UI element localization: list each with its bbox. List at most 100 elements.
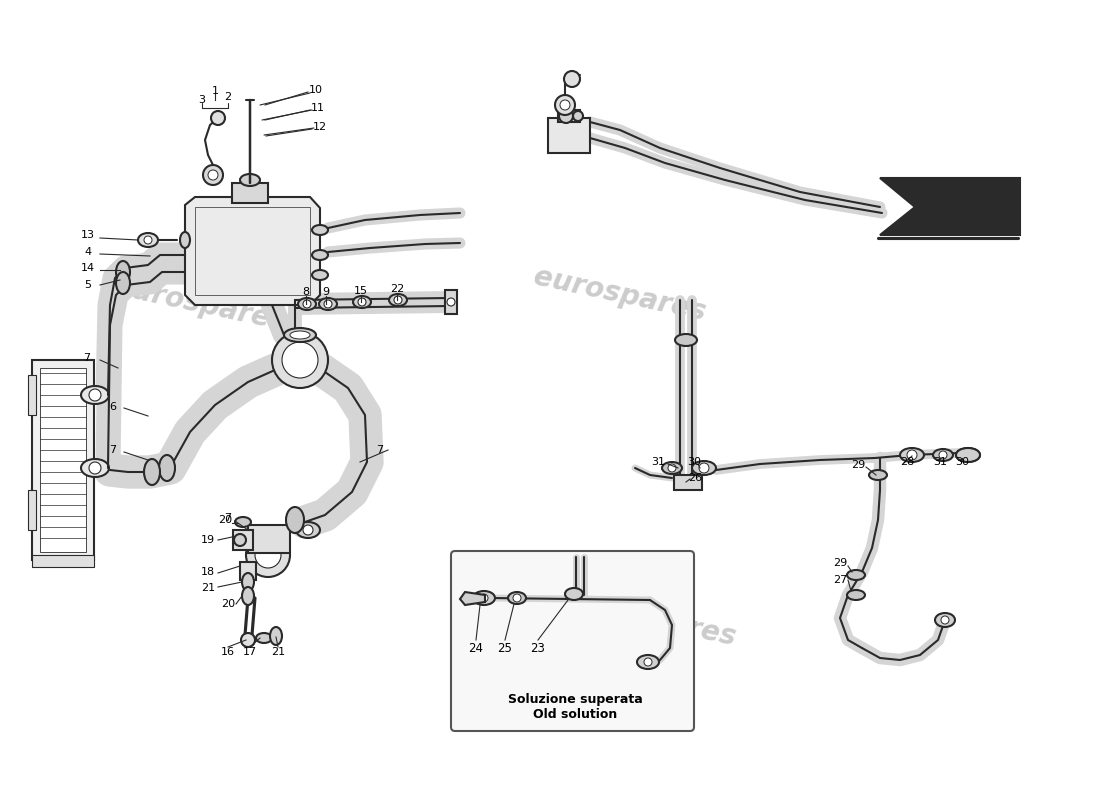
Circle shape	[940, 616, 949, 624]
Text: 9: 9	[322, 287, 330, 297]
Bar	[233, 530, 253, 550]
Circle shape	[89, 462, 101, 474]
Text: 7: 7	[376, 445, 384, 455]
Circle shape	[644, 658, 652, 666]
Text: 27: 27	[833, 575, 847, 585]
Ellipse shape	[180, 232, 190, 248]
Text: 16: 16	[221, 647, 235, 657]
Ellipse shape	[565, 588, 583, 600]
Ellipse shape	[240, 174, 260, 186]
Text: 11: 11	[311, 103, 324, 113]
Circle shape	[246, 533, 290, 577]
Ellipse shape	[242, 587, 254, 605]
FancyBboxPatch shape	[451, 551, 694, 731]
Text: 25: 25	[497, 642, 513, 654]
Circle shape	[255, 542, 280, 568]
Bar	[248, 525, 290, 553]
Ellipse shape	[312, 225, 328, 235]
Text: 4: 4	[85, 247, 91, 257]
Circle shape	[272, 332, 328, 388]
Bar	[548, 118, 590, 153]
Ellipse shape	[637, 655, 659, 669]
Bar	[674, 475, 702, 490]
Circle shape	[282, 342, 318, 378]
Text: 14: 14	[81, 263, 95, 273]
Ellipse shape	[256, 633, 272, 643]
Text: 29: 29	[851, 460, 865, 470]
Polygon shape	[185, 197, 320, 305]
Circle shape	[394, 296, 402, 304]
Ellipse shape	[675, 334, 697, 346]
Ellipse shape	[935, 613, 955, 627]
Text: eurospares: eurospares	[531, 263, 708, 327]
Circle shape	[234, 534, 246, 546]
Text: 13: 13	[81, 230, 95, 240]
Ellipse shape	[692, 461, 716, 475]
Ellipse shape	[81, 459, 109, 477]
Text: 6: 6	[110, 402, 117, 412]
Ellipse shape	[389, 294, 407, 306]
Bar	[195, 207, 310, 295]
Circle shape	[962, 450, 974, 460]
Circle shape	[208, 170, 218, 180]
Text: 20: 20	[218, 515, 232, 525]
Ellipse shape	[847, 570, 865, 580]
Circle shape	[89, 389, 101, 401]
Circle shape	[560, 100, 570, 110]
Ellipse shape	[298, 298, 316, 310]
Ellipse shape	[116, 261, 130, 283]
Ellipse shape	[235, 517, 251, 527]
Ellipse shape	[138, 233, 158, 247]
Ellipse shape	[312, 250, 328, 260]
Text: 29: 29	[833, 558, 847, 568]
Ellipse shape	[312, 270, 328, 280]
Ellipse shape	[933, 449, 953, 461]
Circle shape	[939, 451, 947, 459]
Text: 7: 7	[84, 353, 90, 363]
Text: 21: 21	[271, 647, 285, 657]
Text: 12: 12	[312, 122, 327, 132]
Bar	[446, 290, 456, 314]
Circle shape	[302, 300, 311, 308]
Circle shape	[447, 298, 455, 306]
Ellipse shape	[473, 591, 495, 605]
Polygon shape	[460, 592, 485, 605]
Circle shape	[358, 298, 366, 306]
Text: Old solution: Old solution	[532, 709, 617, 722]
Text: 19: 19	[201, 535, 216, 545]
Text: 15: 15	[354, 286, 368, 296]
Circle shape	[211, 111, 226, 125]
Text: 21: 21	[201, 583, 216, 593]
Ellipse shape	[284, 328, 316, 342]
Ellipse shape	[296, 522, 320, 538]
Text: 5: 5	[85, 280, 91, 290]
Text: 28: 28	[900, 457, 914, 467]
Ellipse shape	[116, 272, 130, 294]
Ellipse shape	[847, 590, 865, 600]
Text: 24: 24	[469, 642, 484, 654]
Circle shape	[480, 594, 488, 602]
Bar	[558, 110, 580, 122]
Circle shape	[144, 236, 152, 244]
Text: 1: 1	[211, 86, 219, 96]
Ellipse shape	[290, 331, 310, 339]
Text: Soluzione superata: Soluzione superata	[507, 694, 642, 706]
Circle shape	[573, 111, 583, 121]
Text: 30: 30	[955, 457, 969, 467]
Text: 8: 8	[302, 287, 309, 297]
Ellipse shape	[956, 448, 980, 462]
Ellipse shape	[81, 386, 109, 404]
Text: 31: 31	[933, 457, 947, 467]
Ellipse shape	[662, 462, 682, 474]
Circle shape	[324, 300, 332, 308]
Text: 30: 30	[688, 457, 701, 467]
Circle shape	[908, 450, 917, 460]
Bar	[28, 375, 36, 415]
Text: 2: 2	[224, 92, 232, 102]
Text: 7: 7	[224, 513, 232, 523]
Ellipse shape	[956, 448, 980, 462]
Circle shape	[204, 165, 223, 185]
Text: 31: 31	[651, 457, 666, 467]
Ellipse shape	[270, 627, 282, 645]
Ellipse shape	[286, 507, 304, 533]
